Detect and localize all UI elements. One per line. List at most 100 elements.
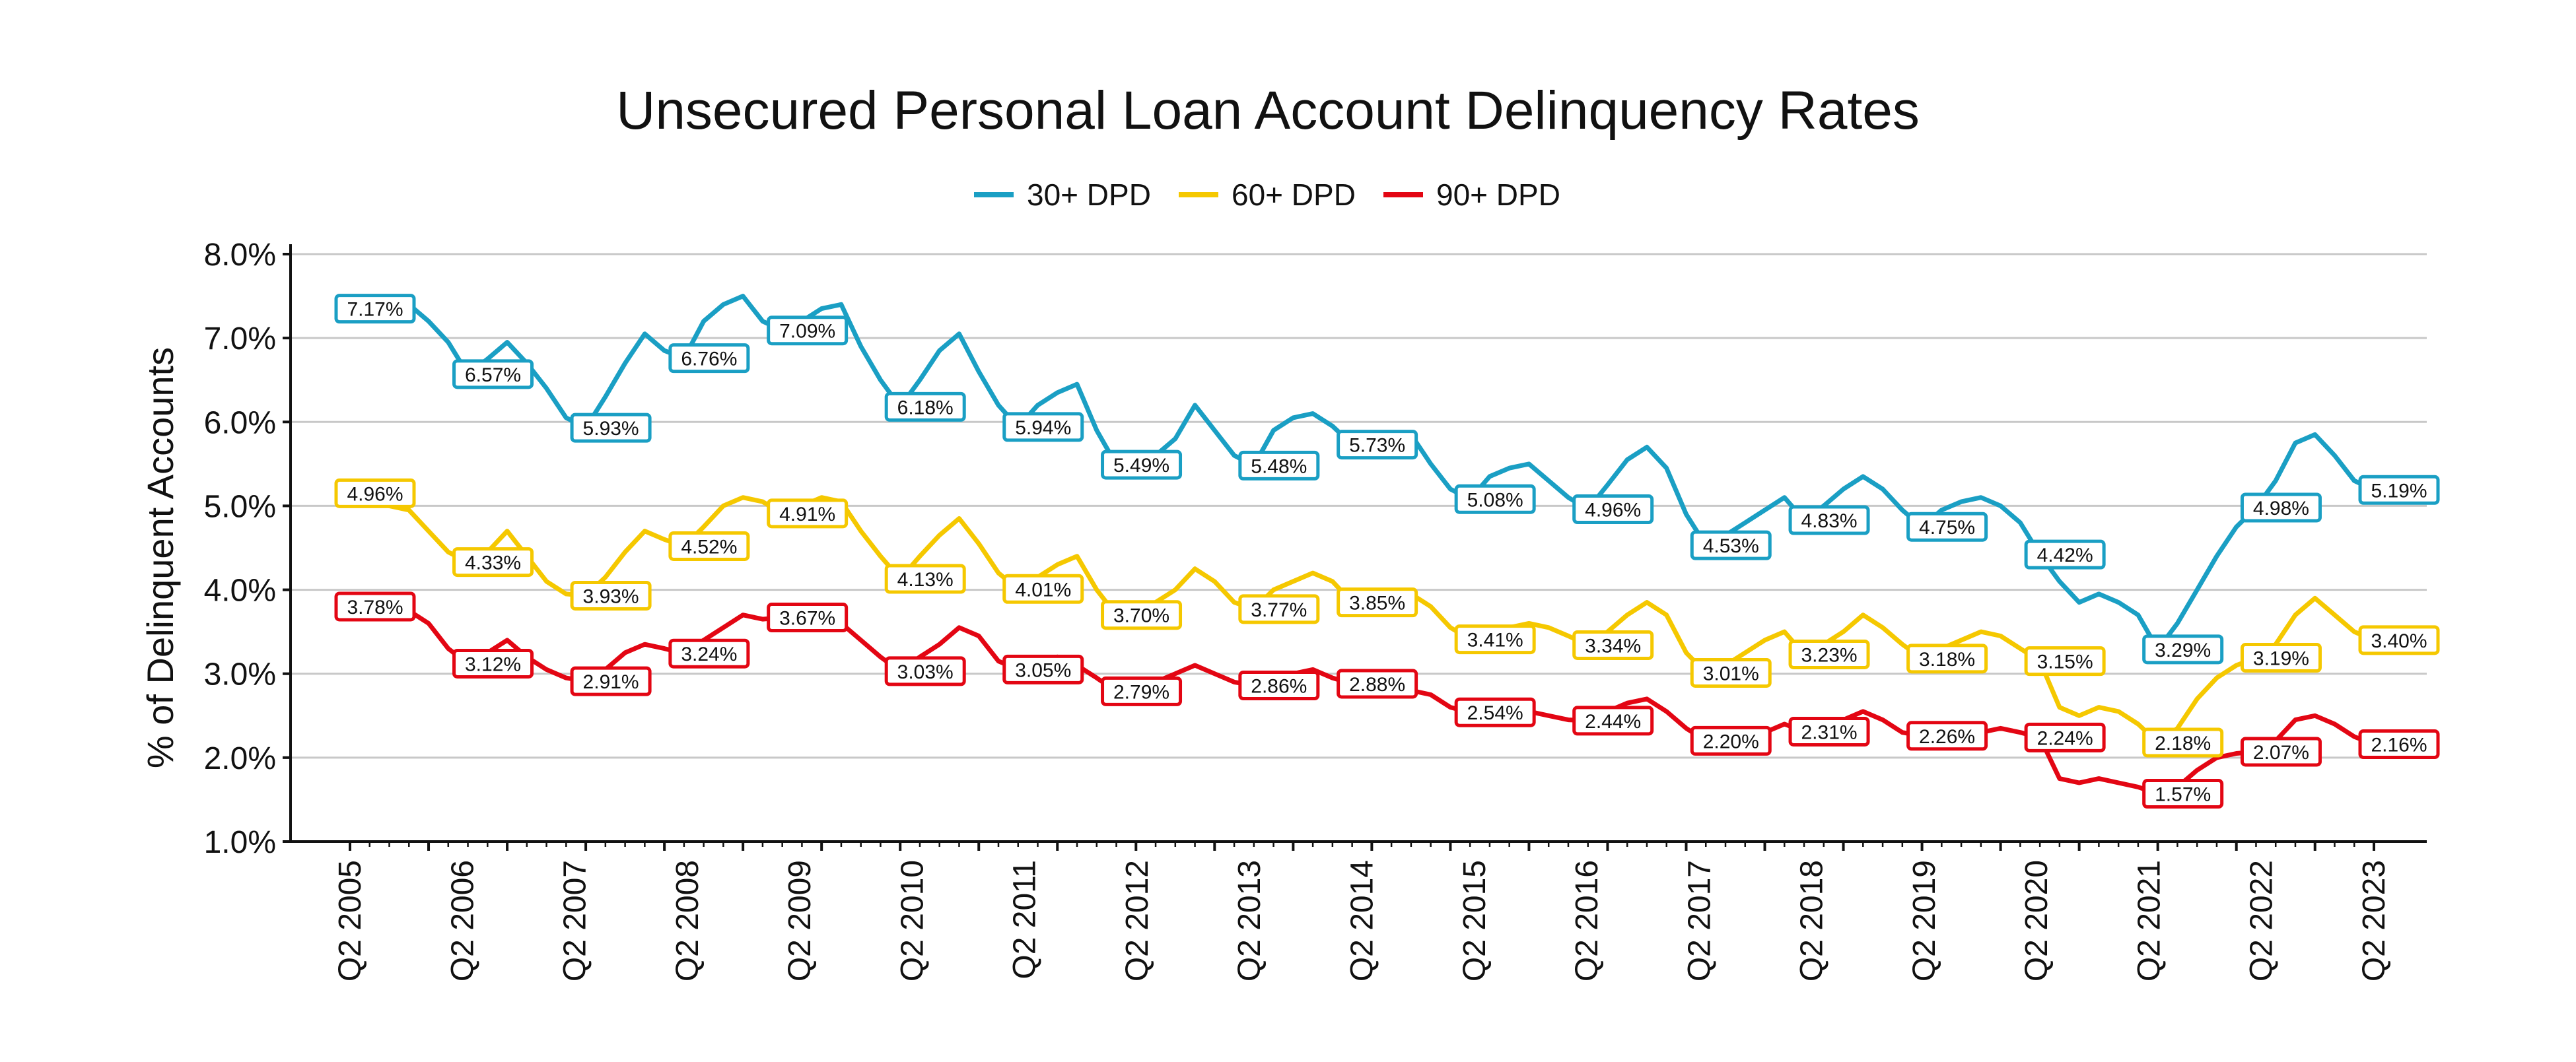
data-label-box [767, 498, 849, 529]
y-axis-ticks: 1.0% 2.0% 3.0% 4.0% 5.0% 6.0% 7.0% 8.0% [204, 238, 291, 860]
data-label-box [1238, 671, 1320, 701]
series-line-90-dpd [347, 604, 2377, 796]
data-label-text: 2.18% [2155, 733, 2211, 754]
data-label: 3.93% [570, 580, 652, 611]
data-label-text: 3.85% [1349, 593, 1405, 614]
data-label: 7.17% [334, 294, 416, 324]
data-label: 4.96% [334, 478, 416, 508]
data-label: 2.31% [1788, 716, 1870, 747]
data-label-text: 2.79% [1113, 681, 1169, 703]
data-label: 3.12% [452, 648, 534, 679]
data-label-text: 4.33% [465, 552, 521, 574]
data-label-box [1002, 654, 1084, 684]
data-label: 5.93% [570, 413, 652, 443]
data-label-box [668, 343, 750, 374]
data-label-text: 1.57% [2155, 784, 2211, 806]
data-label-text: 2.54% [1467, 702, 1523, 724]
legend-label: 90+ DPD [1436, 178, 1560, 212]
data-label-box [1454, 624, 1536, 655]
y-tick-label: 3.0% [204, 657, 276, 692]
data-label: 3.24% [668, 638, 750, 669]
data-labels: 7.17% 6.57% 5.93% 6.76% 7.09% 6.18% 5.94% 5.49%… [334, 294, 2440, 809]
data-label-text: 3.77% [1251, 599, 1307, 621]
data-label-box [1690, 657, 1772, 688]
x-axis-ticks: Q2 2005 Q2 2006 Q2 2007 Q2 2008 Q2 2009 Q2 20… [333, 842, 2392, 981]
data-label-box [1002, 412, 1084, 442]
data-label-text: 5.93% [583, 418, 639, 440]
data-label: 2.54% [1454, 697, 1536, 727]
data-label: 5.73% [1337, 430, 1418, 460]
data-label: 3.19% [2240, 643, 2322, 673]
legend-label: 30+ DPD [1027, 178, 1151, 212]
y-tick-label: 5.0% [204, 489, 276, 524]
data-label-text: 7.17% [347, 299, 403, 321]
data-label: 4.83% [1788, 505, 1870, 535]
x-tick-label: Q2 2012 [1120, 860, 1155, 981]
y-tick-label: 8.0% [204, 238, 276, 273]
data-label-box [334, 478, 416, 508]
data-label-text: 4.01% [1015, 579, 1071, 601]
data-label-box [1238, 594, 1320, 624]
data-label: 2.88% [1337, 669, 1418, 699]
data-label: 3.78% [334, 591, 416, 622]
data-label: 2.16% [2358, 729, 2440, 760]
legend-label: 60+ DPD [1232, 178, 1356, 212]
x-tick-label: Q2 2022 [2245, 860, 2280, 981]
data-label-text: 4.91% [779, 504, 835, 525]
data-label-box [884, 564, 966, 594]
data-label: 3.77% [1238, 594, 1320, 624]
data-label-text: 4.42% [2037, 545, 2093, 566]
data-label-box [1454, 484, 1536, 514]
data-label: 2.86% [1238, 671, 1320, 701]
x-tick-label: Q2 2015 [1457, 860, 1492, 981]
data-label: 6.18% [884, 391, 966, 422]
x-tick-label: Q2 2018 [1795, 860, 1830, 981]
data-label-box [2240, 737, 2322, 767]
data-label-box [2142, 779, 2224, 809]
data-label-text: 4.98% [2253, 498, 2309, 519]
x-tick-label: Q2 2007 [558, 860, 593, 981]
data-label-box [570, 413, 652, 443]
data-label-text: 2.20% [1703, 731, 1759, 752]
x-tick-label: Q2 2016 [1570, 860, 1605, 981]
data-label-box [668, 531, 750, 561]
data-label-text: 2.26% [1919, 726, 1975, 748]
data-label: 6.57% [452, 359, 534, 389]
data-label-text: 3.23% [1801, 644, 1857, 666]
x-tick-label: Q2 2013 [1232, 860, 1267, 981]
data-label-box [2024, 539, 2106, 570]
data-label-text: 3.03% [897, 661, 954, 683]
x-tick-label: Q2 2023 [2357, 860, 2392, 981]
y-tick-label: 4.0% [204, 574, 276, 609]
data-label-box [1906, 721, 1988, 751]
data-label-box [1788, 716, 1870, 747]
data-label-box [1101, 449, 1183, 480]
data-label: 7.09% [767, 315, 849, 346]
data-label: 3.40% [2358, 625, 2440, 655]
gridlines [291, 253, 2427, 843]
data-label-box [1788, 505, 1870, 535]
data-label-text: 2.44% [1585, 711, 1641, 733]
data-label: 5.19% [2358, 475, 2440, 505]
data-label: 3.34% [1572, 630, 1654, 660]
data-label-box [2142, 727, 2224, 758]
data-label-box [570, 580, 652, 611]
data-label-box [668, 638, 750, 669]
data-label: 5.08% [1454, 484, 1536, 514]
data-label-text: 7.09% [779, 321, 835, 343]
data-label-box [334, 591, 416, 622]
y-tick-label: 2.0% [204, 741, 276, 776]
data-label-box [452, 359, 534, 389]
data-label: 3.23% [1788, 639, 1870, 669]
data-label-box [2024, 646, 2106, 677]
data-label-text: 2.24% [2037, 727, 2093, 749]
data-label-text: 3.41% [1467, 630, 1523, 651]
x-tick-label: Q2 2006 [445, 860, 480, 981]
data-label: 2.44% [1572, 706, 1654, 736]
data-label-text: 2.88% [1349, 674, 1405, 696]
data-label: 2.07% [2240, 737, 2322, 767]
x-tick-label: Q2 2019 [1907, 860, 1942, 981]
data-label: 4.33% [452, 547, 534, 578]
data-label-box [1337, 669, 1418, 699]
data-label-text: 2.31% [1801, 721, 1857, 743]
